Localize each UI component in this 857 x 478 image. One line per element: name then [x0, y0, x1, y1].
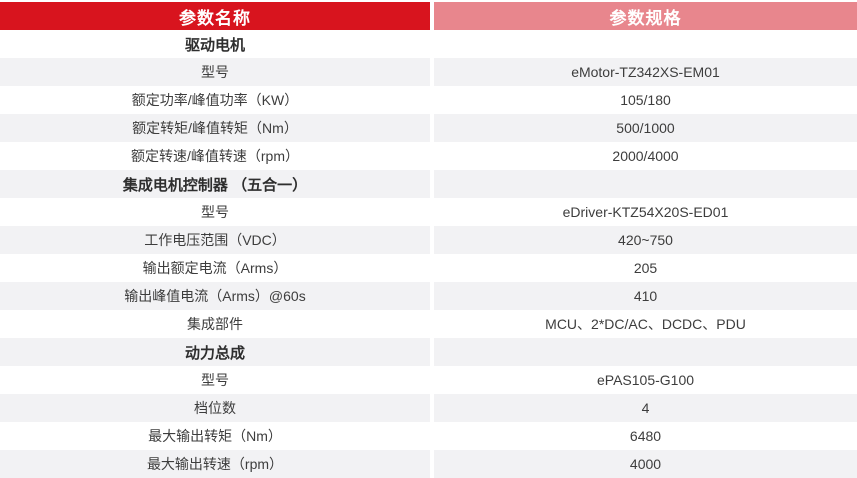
param-value-cell: ePAS105-G100 — [434, 366, 857, 394]
table-row: 额定转矩/峰值转矩（Nm） 500/1000 — [0, 114, 857, 142]
param-value-cell: 420~750 — [434, 226, 857, 254]
table-row: 输出额定电流（Arms） 205 — [0, 254, 857, 282]
param-value-cell: 2000/4000 — [434, 142, 857, 170]
table-row: 集成电机控制器 （五合一） — [0, 170, 857, 198]
param-value-cell: 4000 — [434, 450, 857, 478]
table-row: 输出峰值电流（Arms）@60s 410 — [0, 282, 857, 310]
param-value-cell: MCU、2*DC/AC、DCDC、PDU — [434, 310, 857, 338]
param-name-cell: 驱动电机 — [0, 30, 430, 58]
param-value-cell: 410 — [434, 282, 857, 310]
param-value-cell — [434, 30, 857, 58]
param-value-cell: 4 — [434, 394, 857, 422]
param-name-cell: 集成部件 — [0, 310, 430, 338]
table-row: 型号 eMotor-TZ342XS-EM01 — [0, 58, 857, 86]
param-name-cell: 动力总成 — [0, 338, 430, 366]
param-value-cell: eMotor-TZ342XS-EM01 — [434, 58, 857, 86]
table-row: 额定功率/峰值功率（KW） 105/180 — [0, 86, 857, 114]
column-header-param-spec: 参数规格 — [434, 2, 857, 30]
table-row: 额定转速/峰值转速（rpm） 2000/4000 — [0, 142, 857, 170]
table-row: 最大输出转矩（Nm） 6480 — [0, 422, 857, 450]
param-name-cell: 工作电压范围（VDC） — [0, 226, 430, 254]
table-row: 工作电压范围（VDC） 420~750 — [0, 226, 857, 254]
param-name-cell: 输出额定电流（Arms） — [0, 254, 430, 282]
param-name-cell: 额定功率/峰值功率（KW） — [0, 86, 430, 114]
param-value-cell — [434, 338, 857, 366]
param-value-cell: 500/1000 — [434, 114, 857, 142]
param-value-cell — [434, 170, 857, 198]
param-name-cell: 型号 — [0, 58, 430, 86]
param-name-cell: 最大输出转速（rpm） — [0, 450, 430, 478]
param-name-cell: 型号 — [0, 198, 430, 226]
param-name-cell: 档位数 — [0, 394, 430, 422]
table-row: 驱动电机 — [0, 30, 857, 58]
table-body: 驱动电机 型号 eMotor-TZ342XS-EM01 额定功率/峰值功率（KW… — [0, 30, 857, 478]
column-header-param-name: 参数名称 — [0, 2, 430, 30]
table-row: 动力总成 — [0, 338, 857, 366]
param-name-cell: 集成电机控制器 （五合一） — [0, 170, 430, 198]
param-value-cell: 205 — [434, 254, 857, 282]
table-row: 型号 ePAS105-G100 — [0, 366, 857, 394]
param-name-cell: 额定转矩/峰值转矩（Nm） — [0, 114, 430, 142]
param-name-cell: 最大输出转矩（Nm） — [0, 422, 430, 450]
param-name-cell: 额定转速/峰值转速（rpm） — [0, 142, 430, 170]
table-row: 档位数 4 — [0, 394, 857, 422]
table-row: 型号 eDriver-KTZ54X20S-ED01 — [0, 198, 857, 226]
param-value-cell: 105/180 — [434, 86, 857, 114]
table-row: 集成部件 MCU、2*DC/AC、DCDC、PDU — [0, 310, 857, 338]
param-name-cell: 型号 — [0, 366, 430, 394]
param-name-cell: 输出峰值电流（Arms）@60s — [0, 282, 430, 310]
table-row: 最大输出转速（rpm） 4000 — [0, 450, 857, 478]
param-value-cell: 6480 — [434, 422, 857, 450]
table-header: 参数名称 参数规格 — [0, 2, 857, 30]
param-value-cell: eDriver-KTZ54X20S-ED01 — [434, 198, 857, 226]
